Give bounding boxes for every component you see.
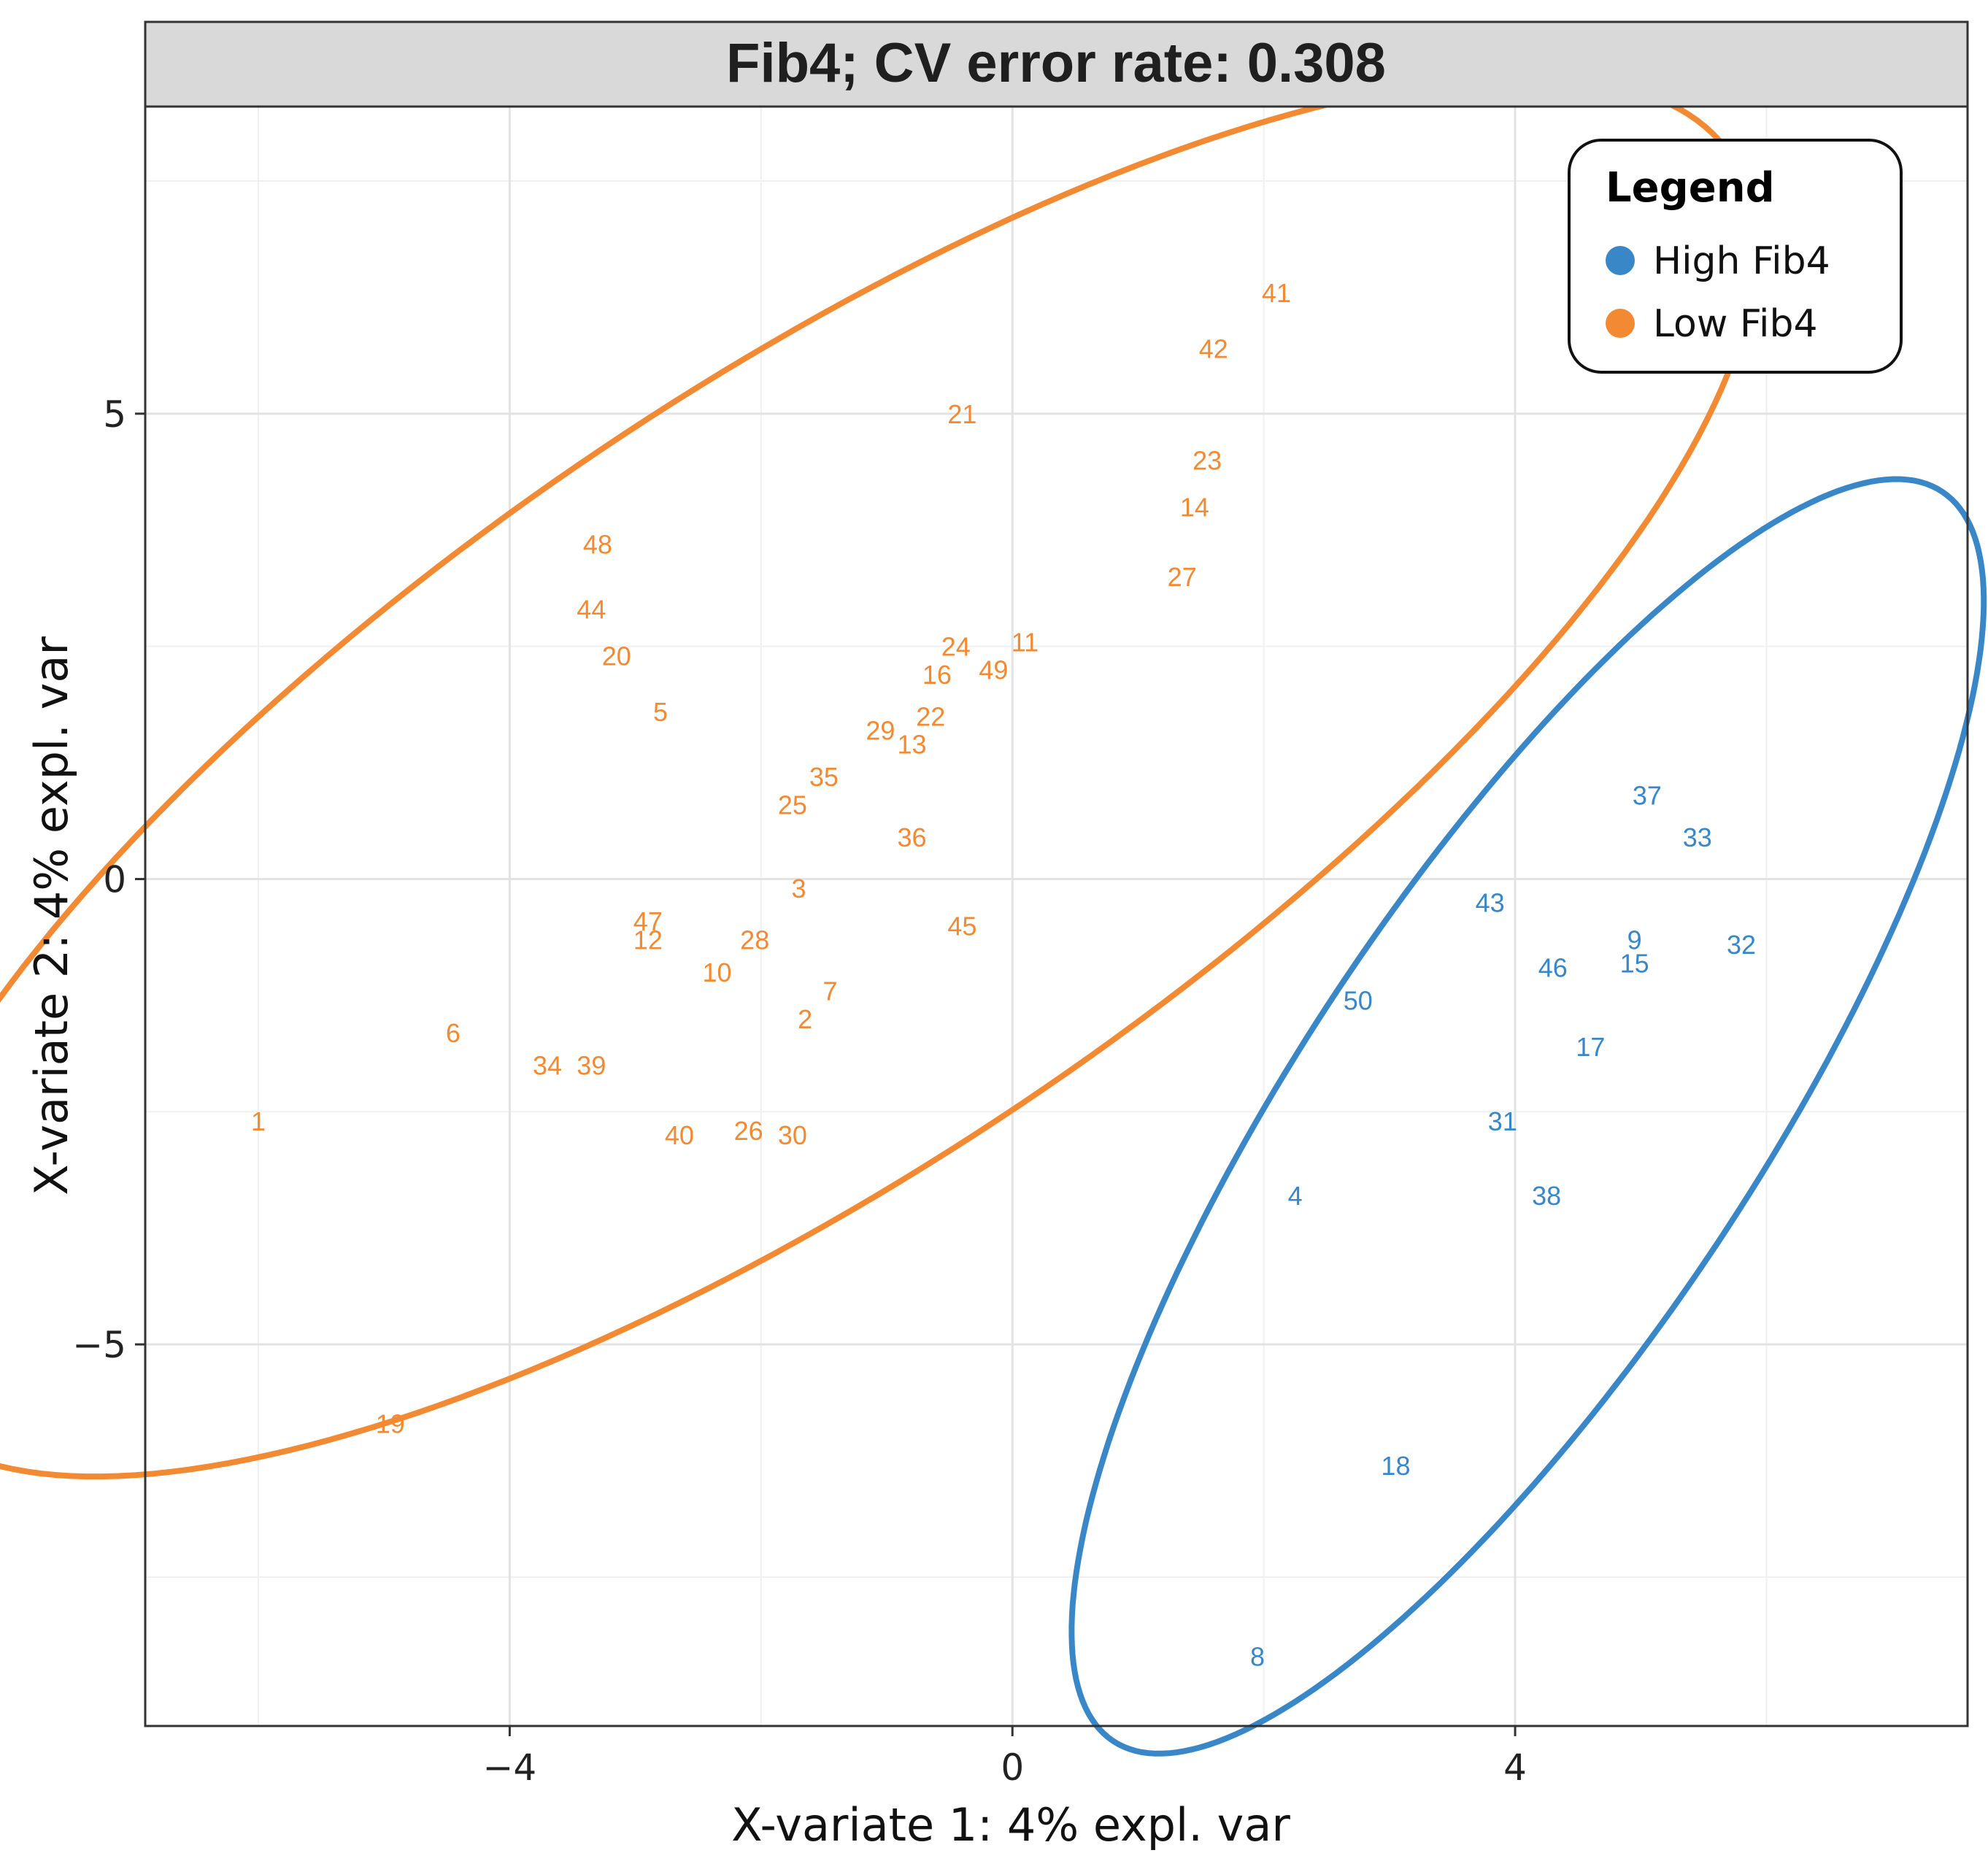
legend: Legend High Fib4 Low Fib4	[1568, 139, 1903, 374]
x-tick-label: 4	[1503, 1746, 1527, 1789]
point-high-fib4-50: 50	[1344, 985, 1373, 1015]
point-low-fib4-19: 19	[376, 1409, 405, 1439]
point-low-fib4-29: 29	[866, 715, 895, 745]
point-high-fib4-37: 37	[1633, 781, 1662, 811]
point-high-fib4-4: 4	[1288, 1181, 1303, 1211]
x-axis-title: X-variate 1: 4% expl. var	[731, 1798, 1290, 1852]
y-tick-label: 5	[103, 393, 126, 436]
point-low-fib4-12: 12	[633, 925, 663, 955]
ellipse-high-fib4	[1068, 476, 1987, 1757]
point-low-fib4-36: 36	[897, 822, 926, 852]
point-high-fib4-32: 32	[1727, 930, 1756, 960]
point-low-fib4-34: 34	[533, 1051, 562, 1081]
legend-label-low-fib4: Low Fib4	[1653, 302, 1818, 346]
point-low-fib4-25: 25	[778, 790, 807, 820]
point-low-fib4-20: 20	[602, 641, 631, 671]
point-high-fib4-38: 38	[1532, 1181, 1561, 1211]
legend-swatch-low-fib4	[1606, 309, 1635, 338]
point-low-fib4-24: 24	[941, 632, 971, 662]
point-low-fib4-30: 30	[778, 1120, 807, 1150]
point-low-fib4-35: 35	[809, 762, 839, 792]
panel-background	[145, 107, 1968, 1726]
point-high-fib4-17: 17	[1576, 1032, 1605, 1062]
point-low-fib4-45: 45	[947, 911, 976, 941]
y-tick-label: 0	[103, 858, 126, 901]
title-strip	[144, 20, 1969, 108]
point-low-fib4-5: 5	[653, 697, 668, 727]
point-high-fib4-33: 33	[1683, 822, 1712, 852]
point-low-fib4-1: 1	[251, 1106, 266, 1136]
point-low-fib4-48: 48	[583, 529, 612, 559]
point-low-fib4-13: 13	[897, 730, 926, 760]
point-low-fib4-21: 21	[947, 399, 976, 429]
point-low-fib4-23: 23	[1193, 446, 1222, 476]
point-high-fib4-9: 9	[1627, 925, 1642, 955]
point-low-fib4-6: 6	[446, 1018, 461, 1048]
legend-swatch-high-fib4	[1606, 246, 1635, 275]
point-low-fib4-27: 27	[1168, 562, 1197, 592]
point-low-fib4-39: 39	[577, 1051, 606, 1081]
point-high-fib4-18: 18	[1381, 1451, 1410, 1481]
point-low-fib4-49: 49	[979, 655, 1008, 685]
point-high-fib4-43: 43	[1476, 887, 1505, 917]
legend-label-high-fib4: High Fib4	[1653, 239, 1830, 283]
legend-box	[1568, 139, 1903, 374]
x-tick-label: 0	[1001, 1746, 1024, 1789]
point-low-fib4-28: 28	[740, 925, 769, 955]
point-low-fib4-40: 40	[665, 1120, 694, 1150]
point-high-fib4-31: 31	[1488, 1106, 1517, 1136]
point-low-fib4-10: 10	[703, 958, 732, 987]
point-low-fib4-26: 26	[734, 1116, 763, 1146]
legend-title: Legend	[1606, 164, 1775, 212]
point-low-fib4-2: 2	[798, 1004, 812, 1034]
point-low-fib4-47: 47	[633, 906, 663, 936]
point-high-fib4-15: 15	[1620, 948, 1649, 978]
x-tick-label: −4	[483, 1746, 537, 1789]
point-low-fib4-42: 42	[1199, 334, 1228, 364]
point-low-fib4-22: 22	[916, 701, 945, 731]
y-axis-title: X-variate 2: 4% expl. var	[25, 636, 78, 1195]
point-high-fib4-46: 46	[1538, 953, 1568, 983]
confidence-ellipses	[0, 74, 1987, 1757]
chart-title: Fib4; CV error rate: 0.308	[726, 32, 1386, 94]
x-axis: −4 0 4	[483, 1726, 1527, 1789]
point-low-fib4-41: 41	[1262, 278, 1291, 308]
major-gridlines	[145, 107, 1968, 1726]
point-low-fib4-44: 44	[577, 595, 606, 625]
y-tick-label: −5	[72, 1324, 126, 1366]
point-low-fib4-7: 7	[823, 976, 838, 1006]
point-low-fib4-16: 16	[922, 660, 952, 690]
point-high-fib4-8: 8	[1250, 1641, 1265, 1671]
point-low-fib4-11: 11	[1012, 627, 1039, 657]
ellipse-low-fib4	[0, 74, 1760, 1480]
point-low-fib4-3: 3	[791, 874, 806, 903]
point-low-fib4-14: 14	[1180, 492, 1209, 522]
y-axis: 5 0 −5	[72, 393, 145, 1366]
